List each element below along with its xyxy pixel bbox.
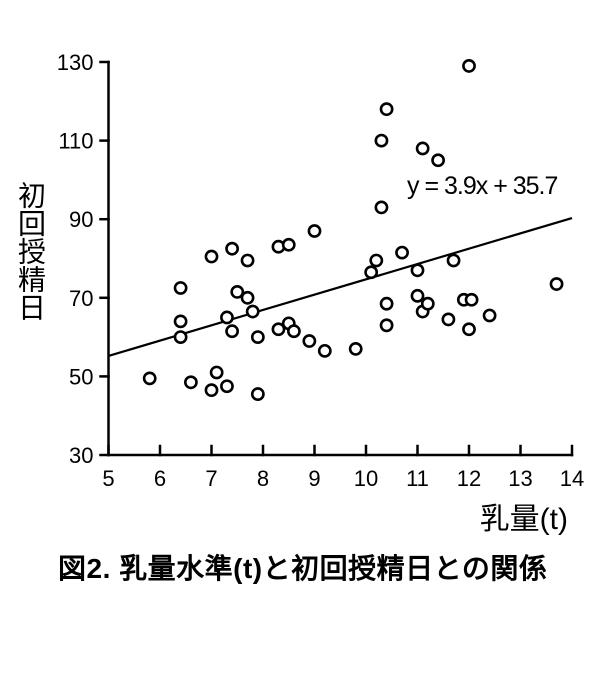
x-tick-label: 6	[154, 466, 166, 491]
x-axis-title: 乳量(t)	[479, 503, 568, 536]
data-point	[230, 285, 245, 299]
data-point	[379, 102, 394, 117]
data-point	[204, 383, 219, 398]
data-point	[364, 265, 379, 280]
x-tick-label: 12	[457, 466, 481, 491]
y-tick-label: 110	[58, 129, 93, 154]
data-point	[415, 141, 430, 156]
y-tick-label: 70	[69, 286, 93, 311]
data-point	[250, 387, 265, 401]
data-point	[240, 290, 255, 305]
data-point	[225, 324, 239, 339]
data-point	[271, 322, 286, 337]
data-point	[420, 296, 435, 311]
data-point	[281, 237, 296, 252]
data-point	[302, 334, 317, 348]
x-tick-label: 9	[308, 466, 320, 491]
y-tick-label: 90	[69, 207, 93, 232]
data-point	[286, 324, 301, 339]
data-point	[410, 288, 425, 303]
data-point	[173, 281, 188, 295]
data-point	[142, 371, 157, 386]
data-point	[204, 249, 219, 264]
figure-caption: 図2. 乳量水準(t)と初回授精日との関係	[58, 553, 548, 584]
x-tick-label: 5	[102, 466, 114, 491]
scatter-chart: 5 6 7 8 9 10 11 12 13 14 30 50 70 90 110 130	[57, 50, 584, 491]
data-point	[395, 245, 409, 260]
data-point	[379, 296, 394, 311]
data-point	[549, 277, 564, 291]
data-point	[441, 312, 456, 327]
data-point	[220, 310, 234, 325]
data-point	[374, 200, 389, 215]
data-point	[446, 253, 461, 268]
data-point	[431, 153, 445, 168]
data-point	[173, 314, 188, 329]
data-point	[173, 330, 188, 344]
data-point	[317, 343, 332, 358]
data-point	[369, 253, 384, 268]
x-tick-label: 13	[508, 466, 532, 491]
regression-equation: y = 3.9x + 35.7	[407, 172, 558, 200]
y-tick-label: 50	[69, 364, 93, 389]
data-point	[245, 304, 260, 319]
data-point	[379, 318, 394, 333]
y-tick-label: 30	[69, 443, 93, 468]
data-point	[220, 379, 234, 394]
x-tick-label: 8	[257, 466, 269, 491]
x-tick-label: 10	[354, 466, 378, 491]
data-point	[462, 322, 476, 337]
data-point	[462, 59, 476, 73]
data-point	[348, 341, 363, 356]
x-tick-label: 14	[560, 466, 584, 491]
data-point	[374, 133, 389, 148]
data-point	[464, 292, 479, 307]
data-point	[183, 375, 198, 390]
x-tick-label: 11	[406, 466, 429, 491]
data-point	[209, 365, 224, 380]
y-tick-label: 130	[57, 50, 94, 75]
data-point	[240, 253, 255, 268]
data-point	[482, 308, 497, 323]
y-axis-title: 初回授精日	[15, 181, 46, 321]
data-point	[410, 263, 425, 278]
x-tick-label: 7	[205, 466, 217, 491]
data-point	[250, 330, 265, 344]
data-point	[225, 241, 239, 256]
data-point	[307, 224, 322, 238]
